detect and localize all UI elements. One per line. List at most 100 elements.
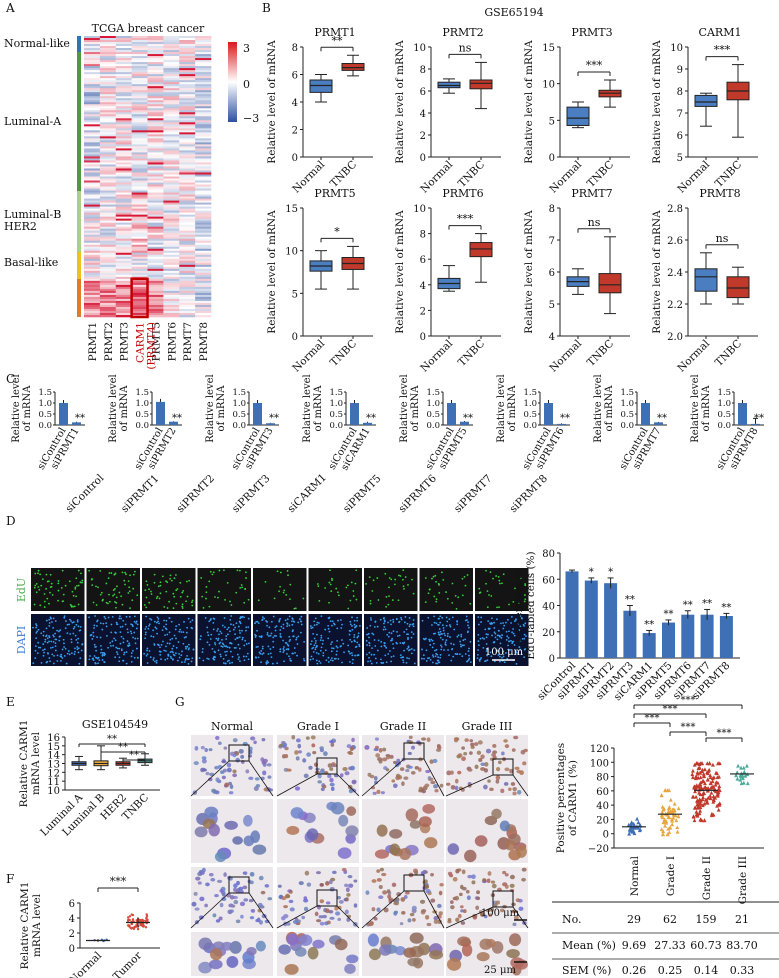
edu-cell bbox=[181, 591, 184, 594]
point-2: ▲ bbox=[709, 780, 713, 786]
point-2: ▲ bbox=[698, 781, 702, 787]
heatmap-cell bbox=[99, 54, 117, 57]
y-tick-label: 4 bbox=[420, 109, 426, 120]
point-2: ▲ bbox=[713, 786, 717, 792]
heatmap-cell bbox=[99, 312, 117, 316]
heatmap-cell bbox=[179, 238, 196, 242]
dapi-cell bbox=[129, 630, 132, 633]
edu-cell bbox=[129, 574, 131, 577]
dapi-cell bbox=[336, 646, 339, 649]
heatmap-cell bbox=[147, 104, 164, 107]
ihc-col-label-0: Normal bbox=[211, 720, 253, 733]
dapi-cell bbox=[223, 617, 226, 619]
table-cell-1-2: 60.73 bbox=[690, 939, 722, 952]
edu-cell bbox=[368, 576, 371, 579]
edu-cell bbox=[498, 579, 501, 582]
heatmap-cell bbox=[84, 82, 101, 85]
heatmap-cell bbox=[131, 308, 148, 312]
edu-cell bbox=[349, 599, 352, 602]
point-2: ▲ bbox=[701, 795, 705, 801]
heatmap-cell bbox=[131, 200, 148, 203]
heatmap-cell bbox=[195, 294, 212, 298]
edu-cell bbox=[354, 582, 357, 585]
edu-image-6 bbox=[364, 568, 418, 611]
dapi-cell bbox=[175, 637, 177, 640]
y-tick-label: 1.0 bbox=[717, 399, 731, 409]
point-1: ▲ bbox=[663, 817, 667, 823]
dapi-cell bbox=[441, 638, 444, 641]
dapi-cell bbox=[316, 633, 318, 636]
dapi-cell bbox=[288, 655, 290, 658]
heatmap-cell bbox=[179, 112, 196, 115]
y-tick-label: 2.0 bbox=[667, 332, 683, 343]
heatmap-cell bbox=[147, 82, 164, 85]
dapi-cell bbox=[93, 624, 96, 627]
dapi-cell bbox=[500, 622, 502, 625]
point-2: ▲ bbox=[699, 798, 703, 804]
heatmap-cell bbox=[163, 40, 180, 43]
y-tick-label: 1.5 bbox=[523, 388, 537, 398]
dapi-cell bbox=[288, 615, 291, 618]
heatmap-cell bbox=[131, 312, 148, 316]
dapi-cell bbox=[316, 662, 319, 665]
heatmap-cell bbox=[179, 194, 196, 197]
zoom-line bbox=[423, 890, 445, 929]
dapi-cell bbox=[365, 653, 368, 656]
dapi-cell bbox=[501, 656, 503, 659]
nucleus bbox=[369, 774, 375, 779]
nucleus bbox=[393, 910, 399, 914]
dapi-cell bbox=[445, 639, 448, 642]
heatmap-cell bbox=[115, 240, 132, 244]
point-tumor bbox=[141, 924, 144, 927]
point-1: ▲ bbox=[663, 787, 667, 793]
dapi-cell bbox=[188, 647, 190, 649]
edu-cell bbox=[438, 584, 440, 586]
heatmap-cell bbox=[195, 90, 212, 93]
nucleus bbox=[342, 766, 348, 772]
dapi-cell bbox=[368, 656, 370, 659]
heatmap-cell bbox=[195, 208, 212, 211]
edu-sig-3: ** bbox=[625, 595, 635, 606]
point-2: ▲ bbox=[716, 793, 720, 799]
heatmap-cell bbox=[195, 206, 212, 209]
heatmap-cell bbox=[195, 160, 212, 163]
nucleus bbox=[433, 919, 439, 924]
dapi-cell bbox=[116, 647, 119, 650]
edu-cell bbox=[157, 585, 160, 588]
heatmap-cell bbox=[163, 106, 180, 109]
dapi-cell bbox=[463, 644, 465, 647]
heatmap-cell bbox=[115, 296, 132, 300]
edu-cell bbox=[388, 577, 391, 579]
heatmap-cell bbox=[179, 174, 196, 177]
nucleus bbox=[457, 770, 462, 775]
point-2: ▲ bbox=[704, 784, 708, 790]
heatmap-cell bbox=[179, 58, 196, 61]
heatmap-cell bbox=[99, 102, 117, 105]
dapi-cell bbox=[314, 642, 317, 645]
heatmap-cell bbox=[99, 76, 117, 79]
heatmap-cell bbox=[84, 262, 101, 266]
edu-cell bbox=[397, 599, 400, 602]
nucleus bbox=[297, 750, 302, 754]
dapi-cell bbox=[168, 642, 171, 645]
dapi-cell bbox=[101, 653, 104, 656]
edu-cell bbox=[209, 570, 212, 573]
heatmap-cell bbox=[163, 154, 180, 157]
dapi-cell bbox=[63, 615, 66, 618]
heatmap-cell bbox=[179, 94, 196, 97]
ihc-image-2-3 bbox=[362, 932, 444, 976]
dapi-cell bbox=[494, 636, 497, 639]
nucleus bbox=[450, 770, 454, 775]
nucleus bbox=[226, 767, 232, 773]
edu-cell bbox=[188, 579, 191, 582]
heatmap-cell bbox=[99, 310, 117, 314]
dapi-cell bbox=[104, 617, 107, 620]
heatmap-cell bbox=[131, 62, 148, 65]
dapi-cell bbox=[48, 636, 51, 639]
point-1: ▲ bbox=[668, 824, 672, 830]
knockdown-sig: ** bbox=[754, 413, 764, 424]
nucleus bbox=[267, 775, 272, 779]
heatmap-cell bbox=[84, 306, 101, 310]
dapi-cell bbox=[230, 615, 233, 617]
knockdown-ylabel1: Relative level bbox=[205, 374, 216, 442]
